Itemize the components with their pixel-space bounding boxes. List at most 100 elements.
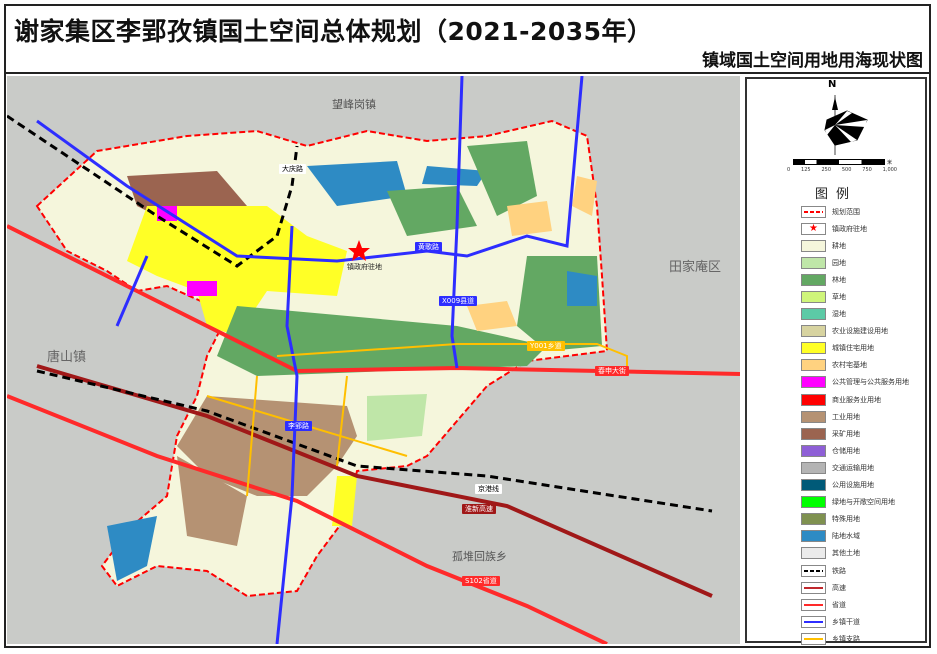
legend-label: 公共管理与公共服务用地 [832, 378, 909, 387]
legend-swatch [801, 273, 826, 286]
neighbor-label: 孤堆回族乡 [452, 550, 507, 563]
legend-item: 交通运输用地 [801, 459, 909, 476]
compass-north-label: N [828, 79, 837, 90]
legend-item: 乡镇干道 [801, 613, 909, 630]
legend-label: 耕地 [832, 241, 846, 250]
legend-label: 乡镇支路 [832, 634, 860, 643]
railway-north [7, 114, 299, 268]
legend-label: 湿地 [832, 310, 846, 319]
road-label: 京港线 [475, 484, 502, 494]
legend-label: 仓储用地 [832, 446, 860, 455]
legend-swatch [801, 581, 826, 594]
neighbor-label: 望峰岗镇 [332, 98, 376, 111]
legend-item: 城镇住宅用地 [801, 340, 909, 357]
legend-label: 园地 [832, 258, 846, 267]
legend-item: ★ 镇政府驻地 [801, 220, 909, 237]
legend-label: 乡镇干道 [832, 617, 860, 626]
legend-swatch [801, 444, 826, 457]
legend-label: 规划范围 [832, 207, 860, 216]
legend-swatch [801, 479, 826, 492]
x009-road [450, 76, 464, 369]
legend-label: 交通运输用地 [832, 463, 874, 472]
legend-items: 规划范围 ★ 镇政府驻地耕地园地林地草地湿地农业设施建设用地 城镇住宅用地 农村宅基地公… [801, 203, 909, 647]
legend-label: 陆地水域 [832, 532, 860, 541]
legend-item: 陆地水域 [801, 528, 909, 545]
legend-swatch [801, 342, 826, 355]
legend-swatch [801, 530, 826, 543]
compass-rose-icon [824, 95, 868, 155]
land-use-map[interactable]: 望峰岗镇 田家庵区 唐山镇 孤堆回族乡 镇政府驻地 黄歌路 春申大街 Y001乡… [7, 76, 740, 644]
legend-item: 仓储用地 [801, 442, 909, 459]
legend-swatch [801, 376, 826, 389]
legend-swatch [801, 393, 826, 406]
legend-item: 园地 [801, 254, 909, 271]
road-label: 黄歌路 [415, 242, 442, 252]
road-label: 淮新高速 [462, 504, 496, 514]
legend-swatch [801, 547, 826, 560]
legend-swatch [801, 513, 826, 526]
main-road-ns-west [275, 225, 299, 644]
s102-road [7, 394, 608, 644]
page-title: 谢家集区李郢孜镇国土空间总体规划（2021-2035年） [14, 17, 653, 46]
legend-item: 耕地 [801, 237, 909, 254]
legend-label: 城镇住宅用地 [832, 344, 874, 353]
legend-swatch [801, 205, 826, 218]
road-label: 大庆路 [279, 164, 306, 174]
legend-item: 湿地 [801, 306, 909, 323]
legend-item: 工业用地 [801, 408, 909, 425]
legend-label: 公用设施用地 [832, 481, 874, 490]
town-seat-label: 镇政府驻地 [347, 263, 382, 271]
legend-item: 铁路 [801, 562, 909, 579]
legend-swatch [801, 598, 826, 611]
legend-swatch [801, 461, 826, 474]
legend-item: 规划范围 [801, 203, 909, 220]
legend-label: 省道 [832, 600, 846, 609]
west-ring-road [115, 255, 149, 327]
y001-road [276, 343, 628, 371]
legend-label: 铁路 [832, 566, 846, 575]
legend-panel: N 0 125 250 500 750 1,000 米 图例 规划范围 ★ 镇政府驻地 耕地 园地… [745, 77, 927, 645]
road-label: 春申大街 [595, 366, 629, 376]
legend-label: 草地 [832, 293, 846, 302]
map-subtitle: 镇域国土空间用地用海现状图 [702, 51, 923, 71]
legend-item: 林地 [801, 271, 909, 288]
legend-label: 高速 [832, 583, 846, 592]
legend-swatch [801, 632, 826, 645]
legend-label: 特殊用地 [832, 515, 860, 524]
legend-swatch [801, 496, 826, 509]
expressway [36, 364, 713, 598]
legend-swatch [801, 427, 826, 440]
legend-item: 公共管理与公共服务用地 [801, 374, 909, 391]
legend-swatch [801, 325, 826, 338]
divider [4, 72, 931, 74]
map-canvas [7, 76, 740, 644]
neighbor-label: 唐山镇 [47, 350, 87, 365]
legend-item: 乡镇支路 [801, 630, 909, 647]
legend-item: 采矿用地 [801, 425, 909, 442]
legend-swatch [801, 239, 826, 252]
legend-swatch [801, 359, 826, 372]
legend-item: 其他土地 [801, 545, 909, 562]
legend-item: 农业设施建设用地 [801, 323, 909, 340]
legend-title: 图例 [814, 187, 857, 202]
legend-item: 省道 [801, 596, 909, 613]
legend-label: 林地 [832, 275, 846, 284]
legend-item: 公用设施用地 [801, 477, 909, 494]
legend-swatch [801, 564, 826, 577]
town-seat-star-icon [348, 240, 370, 261]
legend-swatch [801, 410, 826, 423]
legend-label: 农村宅基地 [832, 361, 867, 370]
legend-label: 绿地与开敞空间用地 [832, 498, 895, 507]
map-frame [4, 4, 931, 648]
road-label: S102省道 [462, 576, 500, 586]
legend-label: 工业用地 [832, 412, 860, 421]
scale-bar [793, 159, 885, 165]
road-label: X009县道 [439, 296, 478, 306]
scale-ticks: 0 125 250 500 750 1,000 [787, 167, 897, 173]
legend-item: 绿地与开敞空间用地 [801, 494, 909, 511]
legend-label: 采矿用地 [832, 429, 860, 438]
legend-label: 农业设施建设用地 [832, 327, 888, 336]
star-icon: ★ [801, 222, 826, 235]
legend-item: 草地 [801, 288, 909, 305]
legend-item: 商业服务业用地 [801, 391, 909, 408]
